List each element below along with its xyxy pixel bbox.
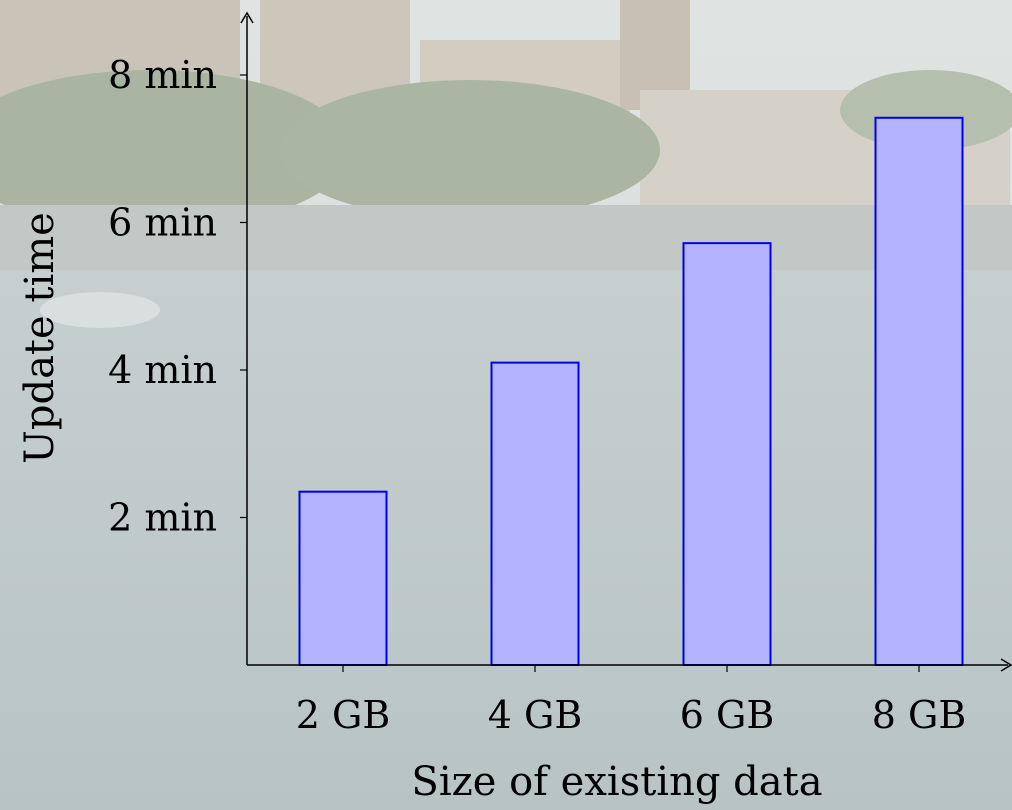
x-tick-label: 4 GB [488, 693, 583, 737]
y-axis-title: Update time [17, 212, 63, 464]
y-tick-label: 4 min [108, 348, 217, 392]
x-tick-label: 2 GB [296, 693, 391, 737]
y-tick-label: 8 min [108, 53, 217, 97]
y-axis [240, 11, 254, 665]
bar-8-gb [874, 116, 964, 666]
bar-6-gb [682, 242, 772, 666]
x-tick-label: 6 GB [680, 693, 775, 737]
y-tick-label: 6 min [108, 201, 217, 245]
bar-2-gb [298, 490, 388, 666]
x-axis [247, 658, 1012, 672]
x-axis-title: Size of existing data [411, 759, 822, 805]
bar-4-gb [490, 361, 580, 666]
y-ticks: 2 min 4 min 6 min 8 min [108, 53, 247, 540]
x-ticks: 2 GB 4 GB 6 GB 8 GB [296, 665, 967, 737]
y-axis-arrow-icon [240, 11, 254, 24]
x-tick-label: 8 GB [872, 693, 967, 737]
bars-layer [298, 116, 964, 666]
y-tick-label: 2 min [108, 496, 217, 540]
x-axis-arrow-icon [1000, 658, 1012, 672]
